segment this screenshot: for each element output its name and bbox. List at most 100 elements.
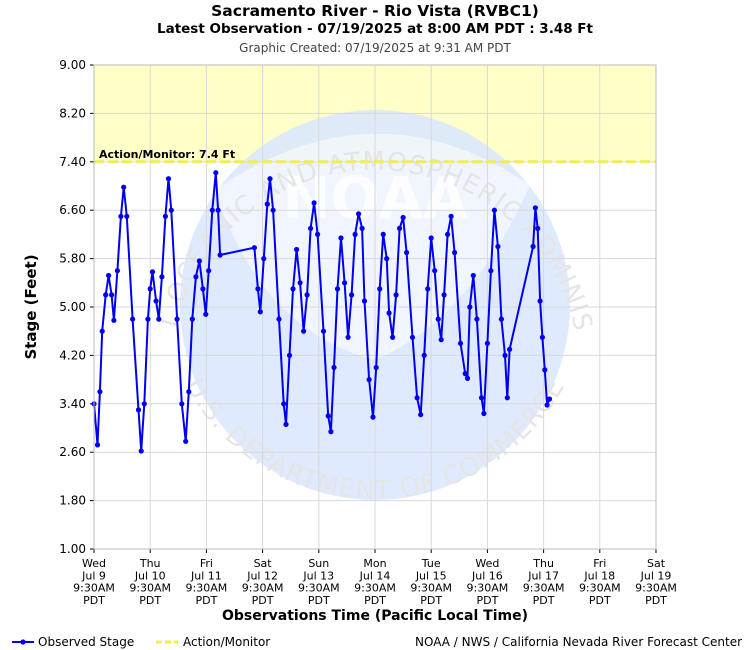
- observed-point: [345, 334, 351, 340]
- observed-point: [290, 286, 296, 292]
- observed-point: [338, 235, 344, 241]
- observed-point: [464, 375, 471, 381]
- observed-point: [502, 352, 508, 358]
- y-tick-label: 5.00: [59, 300, 86, 314]
- observed-point: [390, 334, 396, 340]
- observed-point: [342, 280, 348, 286]
- observed-point: [215, 207, 221, 213]
- observed-point: [331, 364, 337, 371]
- observed-point: [478, 395, 485, 401]
- observed-point: [539, 334, 546, 340]
- observed-point: [106, 272, 112, 279]
- observed-point: [174, 316, 180, 322]
- observed-point: [118, 213, 124, 219]
- observed-point: [109, 292, 115, 298]
- observed-point: [530, 243, 536, 250]
- observed-point: [546, 396, 553, 402]
- observed-point: [135, 407, 142, 413]
- x-tick-label: Mon Jul 14 9:30AM PDT: [354, 557, 396, 607]
- action-monitor-label: Action/Monitor: 7.4 Ft: [99, 148, 235, 161]
- observed-point: [196, 258, 202, 264]
- observed-point: [393, 292, 399, 298]
- observed-point: [297, 280, 303, 286]
- observed-point: [432, 268, 438, 274]
- latest-observation: Latest Observation - 07/19/2025 at 8:00 …: [156, 21, 593, 37]
- observed-point: [159, 274, 165, 280]
- legend-observed-marker: [20, 639, 26, 645]
- x-tick-label: Fri Jul 11 9:30AM PDT: [186, 557, 228, 607]
- observed-point: [400, 214, 406, 221]
- observed-point: [377, 286, 383, 292]
- observed-point: [325, 413, 331, 419]
- observed-point: [103, 292, 109, 298]
- y-tick-label: 5.80: [59, 252, 86, 266]
- observed-point: [193, 274, 199, 280]
- observed-point: [397, 225, 403, 231]
- observed-point: [165, 176, 172, 182]
- observed-point: [481, 410, 487, 417]
- observed-point: [361, 298, 368, 304]
- observed-point: [462, 371, 468, 377]
- observed-point: [149, 269, 156, 275]
- observed-point: [535, 225, 541, 231]
- observed-point: [384, 256, 390, 262]
- observed-point: [281, 401, 287, 407]
- observed-point: [467, 304, 473, 310]
- y-tick-label: 1.80: [59, 494, 86, 508]
- observed-point: [428, 235, 434, 241]
- observed-point: [186, 389, 192, 395]
- observed-point: [404, 249, 410, 256]
- observed-point: [304, 292, 310, 298]
- observed-point: [145, 316, 151, 322]
- observed-point: [452, 249, 458, 256]
- observed-point: [320, 328, 327, 334]
- observed-point: [283, 421, 289, 427]
- observed-point: [114, 268, 120, 274]
- observed-point: [255, 286, 261, 292]
- observed-point: [445, 231, 451, 237]
- x-tick-label: Fri Jul 18 9:30AM PDT: [579, 557, 621, 607]
- observed-point: [121, 184, 127, 190]
- y-tick-label: 6.60: [59, 203, 86, 217]
- observed-point: [370, 414, 376, 420]
- observed-point: [168, 207, 174, 213]
- observed-point: [359, 225, 365, 231]
- observed-point: [474, 316, 480, 322]
- observed-point: [328, 429, 334, 435]
- observed-point: [257, 309, 263, 315]
- x-tick-label: Sat Jul 12 9:30AM PDT: [242, 557, 284, 607]
- x-tick-label: Sat Jul 19 9:30AM PDT: [635, 557, 677, 607]
- graphic-created: Graphic Created: 07/19/2025 at 9:31 AM P…: [239, 41, 511, 55]
- observed-point: [124, 213, 130, 219]
- observed-point: [200, 286, 206, 292]
- observed-point: [261, 256, 267, 262]
- y-tick-label: 1.00: [59, 542, 86, 556]
- y-tick-label: 3.40: [59, 397, 86, 411]
- observed-point: [141, 401, 147, 407]
- observed-point: [97, 389, 103, 395]
- y-tick-label: 2.60: [59, 445, 86, 459]
- plot-frame: [93, 64, 657, 550]
- watermark-gull: [215, 133, 530, 360]
- observed-point: [544, 402, 550, 408]
- y-tick-label: 8.20: [59, 106, 86, 120]
- observed-point: [488, 268, 494, 274]
- observed-point: [470, 272, 476, 279]
- observed-point: [421, 352, 427, 358]
- observed-point: [213, 170, 219, 176]
- observed-point: [366, 377, 372, 383]
- observed-point: [251, 245, 257, 251]
- observed-point: [418, 412, 424, 418]
- x-tick-label: Thu Jul 10 9:30AM PDT: [129, 557, 171, 607]
- observed-point: [414, 395, 420, 401]
- observed-point: [425, 286, 431, 292]
- x-tick-label: Wed Jul 9 9:30AM PDT: [73, 557, 115, 607]
- observed-point: [373, 364, 379, 371]
- observed-point: [334, 286, 341, 292]
- footer-credit: NOAA / NWS / California Nevada River For…: [415, 635, 743, 649]
- x-tick-label: Sun Jul 13 9:30AM PDT: [298, 557, 340, 607]
- observed-point: [498, 316, 504, 322]
- observed-point: [99, 328, 105, 334]
- legend-action-label: Action/Monitor: [183, 635, 270, 649]
